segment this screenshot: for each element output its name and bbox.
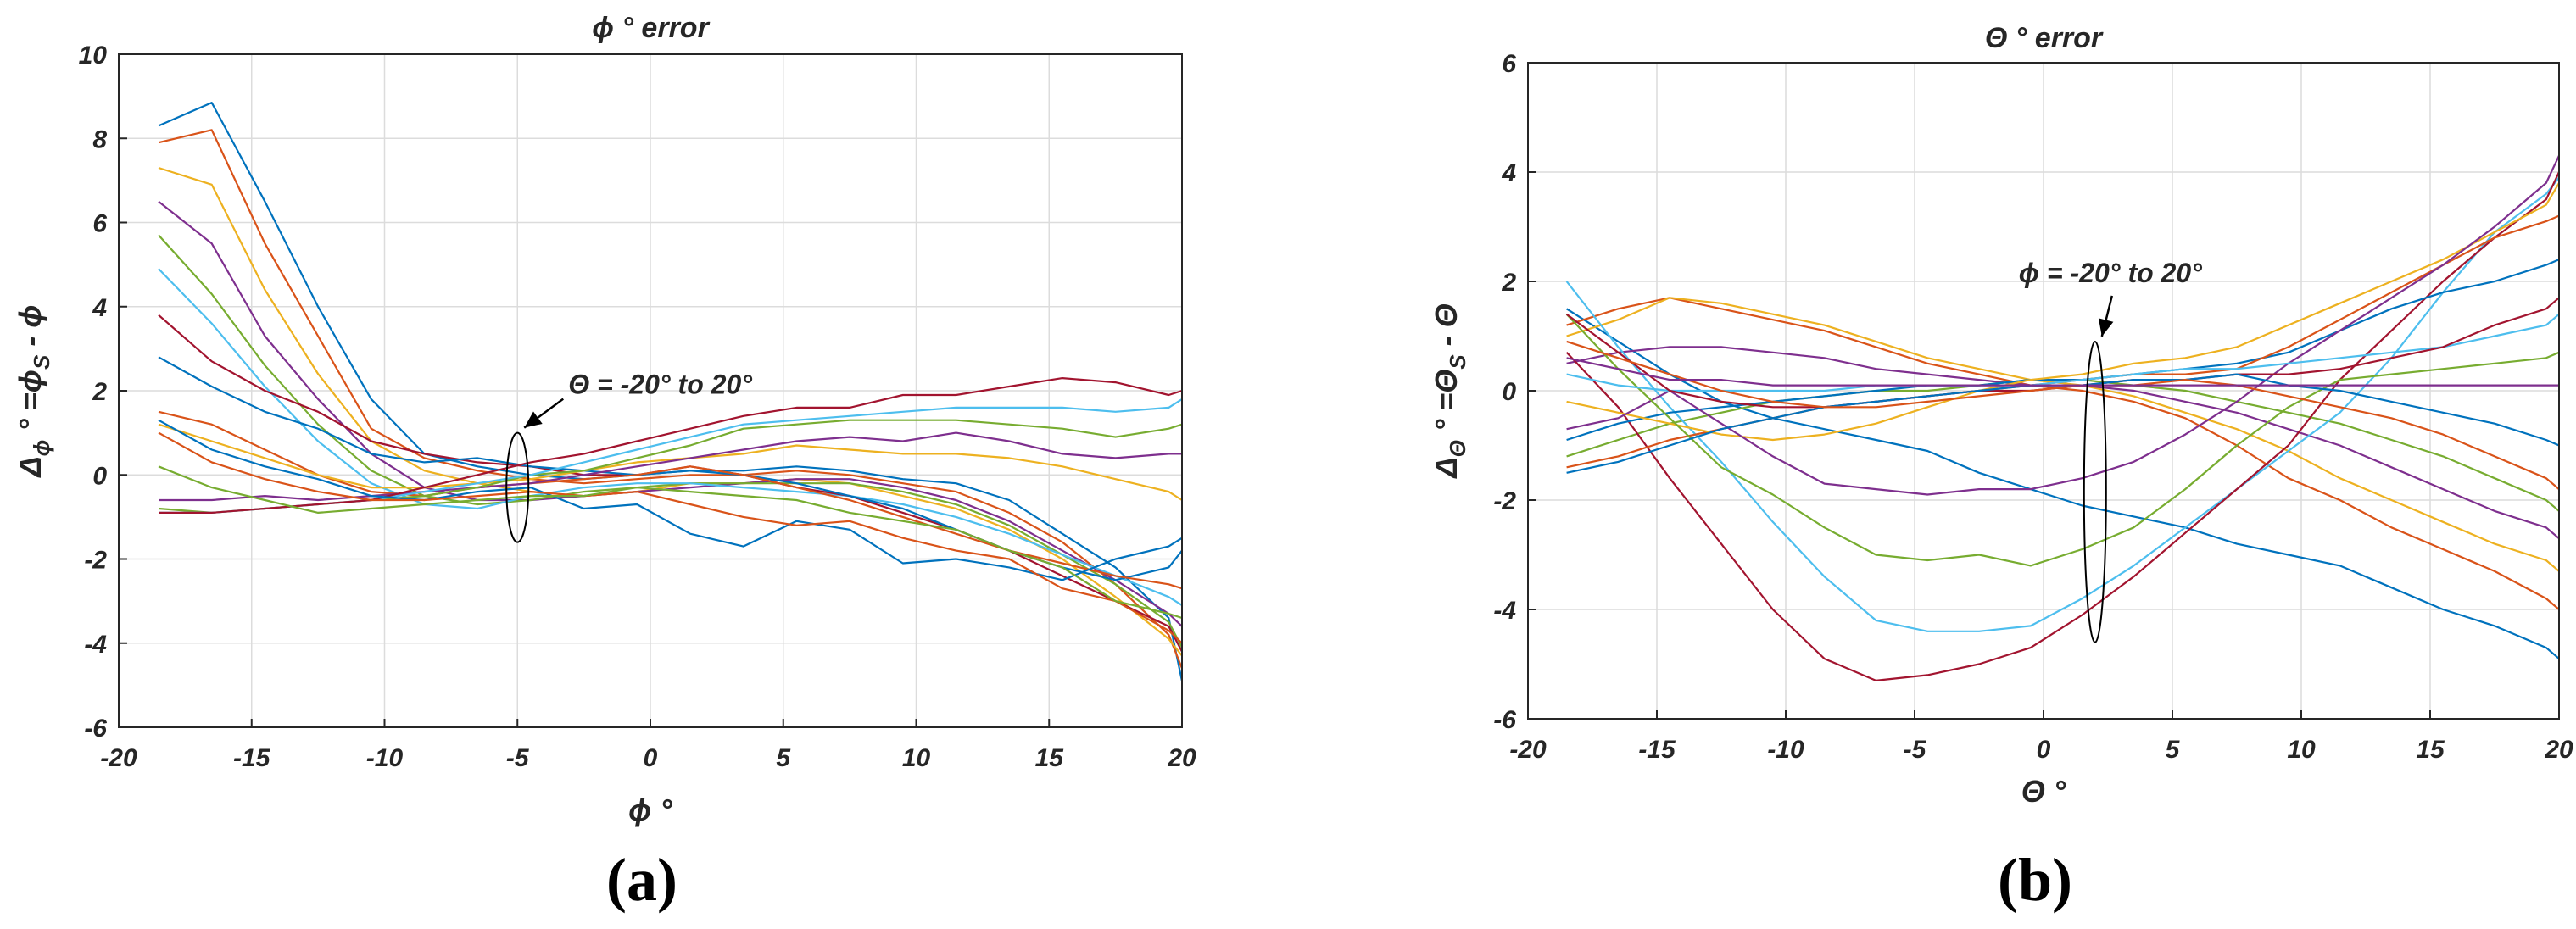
x-tick-label: -10 — [366, 744, 404, 772]
x-tick-label: 15 — [2416, 736, 2445, 764]
annotation-text: Θ = -20° to 20° — [568, 370, 752, 400]
series-line-13 — [1566, 313, 2559, 392]
x-tick-label: 0 — [2037, 736, 2051, 764]
chart-title: ϕ ° error — [592, 12, 710, 44]
series-line-4 — [158, 200, 1182, 627]
annotation: ϕ = -20° to 20° — [2019, 258, 2202, 643]
x-tick-label: 10 — [2287, 736, 2316, 764]
series-line-17 — [158, 465, 1182, 620]
series-line-6 — [1565, 176, 2559, 632]
series-line-16 — [158, 431, 1182, 644]
series-line-11 — [159, 431, 1182, 502]
y-tick-label: 4 — [92, 294, 107, 322]
y-tick-label: 8 — [92, 125, 107, 153]
y-axis-label-part: ° =ϕ — [13, 370, 47, 440]
x-tick-label: 10 — [902, 744, 931, 772]
y-tick-label: 0 — [92, 462, 107, 490]
y-tick-label: -2 — [84, 547, 107, 575]
x-axis-label: ϕ ° — [628, 793, 672, 827]
x-tick-label: 0 — [644, 744, 658, 772]
y-tick-label: -4 — [1493, 597, 1516, 625]
panel-label: (a) — [606, 846, 677, 914]
y-axis-label-part: S — [29, 354, 54, 370]
series-line-2 — [158, 129, 1182, 669]
series-line-16 — [1566, 340, 2559, 490]
y-axis-label-part: Δ — [1429, 457, 1464, 479]
y-tick-label: 2 — [1501, 269, 1516, 297]
x-tick-label: 20 — [2544, 736, 2573, 764]
x-tick-label: -20 — [100, 744, 137, 772]
y-axis-label-part: S — [1445, 354, 1470, 370]
x-tick-label: -10 — [1767, 736, 1804, 764]
annotation-text: ϕ = -20° to 20° — [2019, 258, 2202, 288]
series-line-6 — [158, 268, 1182, 607]
series-line-17 — [1566, 357, 2559, 387]
x-tick-label: 5 — [2166, 736, 2181, 764]
y-axis-label-part: - ϕ — [13, 304, 47, 354]
series-line-3 — [158, 166, 1182, 657]
y-tick-label: 4 — [1501, 159, 1516, 187]
series-line-3 — [1566, 297, 2559, 572]
series-line-11 — [1566, 155, 2559, 496]
series-group — [1565, 155, 2559, 682]
x-tick-label: -5 — [506, 744, 530, 772]
x-tick-label: 20 — [1167, 744, 1196, 772]
y-tick-label: 10 — [79, 42, 108, 70]
x-tick-label: -5 — [1904, 736, 1927, 764]
y-axis-label-part: ° =Θ — [1429, 370, 1464, 440]
x-tick-label: -15 — [1638, 736, 1676, 764]
y-tick-label: 6 — [92, 210, 107, 238]
x-axis-label: Θ ° — [2021, 774, 2066, 809]
series-line-7 — [1565, 171, 2559, 682]
y-tick-label: 0 — [1502, 378, 1516, 406]
series-line-15 — [158, 419, 1182, 581]
y-axis-label: Δϕ ° =ϕS - ϕ — [13, 304, 54, 478]
x-tick-label: -20 — [1509, 736, 1547, 764]
series-line-9 — [158, 410, 1182, 590]
y-axis-label-part: Δ — [13, 456, 47, 478]
annotation-ellipse — [505, 431, 530, 543]
series-group — [158, 101, 1182, 681]
x-tick-label: 15 — [1035, 744, 1065, 772]
y-axis-label-part: - Θ — [1429, 303, 1464, 354]
y-tick-label: 6 — [1502, 50, 1516, 78]
panel-label: (b) — [1998, 846, 2072, 914]
annotation: Θ = -20° to 20° — [505, 370, 752, 543]
x-tick-label: -15 — [233, 744, 271, 772]
x-tick-label: 5 — [776, 744, 791, 772]
series-line-12 — [1565, 313, 2559, 567]
y-axis-label-part: ϕ — [29, 440, 54, 457]
series-line-10 — [1566, 182, 2559, 442]
annotation-ellipse — [2083, 340, 2107, 643]
series-line-1 — [1566, 308, 2559, 659]
y-axis-label-part: Θ — [1445, 440, 1470, 457]
y-tick-label: -6 — [84, 715, 107, 743]
y-tick-label: 2 — [92, 378, 107, 406]
series-line-13 — [159, 398, 1182, 515]
annotation-arrow-head — [524, 411, 543, 428]
y-axis-label: ΔΘ ° =ΘS - Θ — [1429, 303, 1470, 479]
series-line-14 — [159, 377, 1182, 515]
chart-title: Θ ° error — [1985, 22, 2104, 54]
annotation-arrow-head — [2098, 318, 2114, 337]
series-line-2 — [1566, 297, 2559, 610]
y-tick-label: -4 — [84, 631, 107, 659]
y-tick-label: -6 — [1493, 706, 1516, 734]
series-line-9 — [1566, 214, 2559, 469]
y-tick-label: -2 — [1493, 487, 1516, 515]
